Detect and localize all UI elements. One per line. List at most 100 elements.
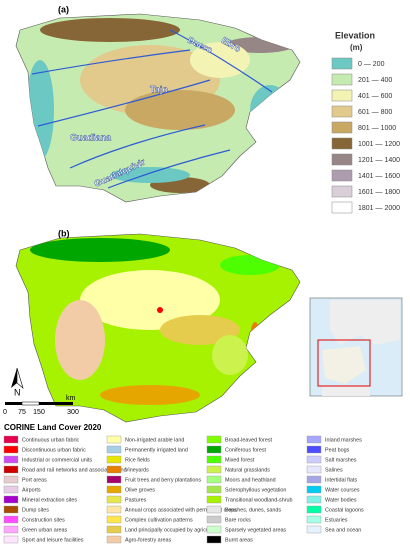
legend-label: Non-irrigated arable land (125, 437, 184, 443)
legend-swatch (106, 445, 122, 454)
legend-label: Dump sites (22, 507, 49, 513)
legend-label: Transitional woodland-shrub (225, 497, 293, 503)
legend-label: 1001 — 1200 (358, 141, 400, 148)
legend-swatch (106, 535, 122, 544)
legend-swatch (206, 435, 222, 444)
legend-label: Permanently irrigated land (125, 447, 188, 453)
legend-label: Agro-forestry areas (125, 537, 171, 543)
legend-label: Olive groves (125, 487, 155, 493)
legend-label: Road and rail networks and associated la… (22, 467, 127, 473)
legend-swatch (331, 89, 353, 102)
legend-label: Construction sites (22, 517, 65, 523)
legend-label: Intertidal flats (325, 477, 357, 483)
legend-title: Elevation (335, 30, 375, 40)
legend-swatch (3, 515, 19, 524)
legend-swatch (106, 455, 122, 464)
legend-swatch (331, 121, 353, 134)
legend-label: 0 — 200 (358, 61, 385, 68)
legend-swatch (331, 169, 353, 182)
legend-label: Natural grasslands (225, 467, 270, 473)
legend-swatch (306, 435, 322, 444)
legend-label: Water bodies (325, 497, 357, 503)
legend-label: Water courses (325, 487, 360, 493)
legend-label: 401 — 600 (358, 93, 392, 100)
legend-swatch (306, 485, 322, 494)
legend-label: Bare rocks (225, 517, 251, 523)
legend-swatch (306, 505, 322, 514)
legend-label: Estuaries (325, 517, 348, 523)
legend-swatch (3, 535, 19, 544)
scale-bar: 0 75 150 300 km (3, 395, 79, 416)
legend-label: Annual crops associated with permanent c… (125, 507, 237, 513)
legend-label: 1201 — 1400 (358, 157, 400, 164)
legend-swatch (306, 495, 322, 504)
legend-swatch (3, 475, 19, 484)
legend-label: Sport and leisure facilities (22, 537, 84, 543)
legend-label: Green urban areas (22, 527, 68, 533)
scale-label: 150 (33, 409, 45, 416)
legend-label: 1801 — 2000 (358, 205, 400, 212)
legend-title: CORINE Land Cover 2020 (4, 423, 102, 432)
legend-label: 601 — 800 (358, 109, 392, 116)
legend-swatch (306, 465, 322, 474)
legend-swatch (206, 455, 222, 464)
north-label: N (14, 387, 21, 397)
legend-label: Coniferous forest (225, 447, 267, 453)
panel-label: (b) (58, 228, 70, 238)
legend-label: Airports (22, 487, 41, 493)
legend-label: Pastures (125, 497, 147, 503)
north-arrow: N (11, 367, 24, 397)
river-label: Guadiana (70, 132, 112, 142)
legend-swatch (106, 515, 122, 524)
legend-swatch (106, 505, 122, 514)
legend-label: Sparsely vegetated areas (225, 527, 286, 533)
legend-label: Complex cultivation patterns (125, 517, 193, 523)
legend-swatch (206, 495, 222, 504)
legend-swatch (331, 201, 353, 214)
legend-label: Fruit trees and berry plantations (125, 477, 201, 483)
legend-swatch (206, 535, 222, 544)
scale-unit: km (66, 395, 76, 402)
legend-label: Discontinuous urban fabric (22, 447, 86, 453)
legend-label: 201 — 400 (358, 77, 392, 84)
scale-label: 0 (3, 409, 7, 416)
legend-swatch (3, 445, 19, 454)
legend-label: Salt marshes (325, 457, 357, 463)
panel-label: (a) (58, 4, 69, 14)
legend-label: 1401 — 1600 (358, 173, 400, 180)
legend-label: 801 — 1000 (358, 125, 396, 132)
legend-swatch (331, 153, 353, 166)
legend-swatch (206, 515, 222, 524)
legend-swatch (3, 485, 19, 494)
legend-swatch (106, 435, 122, 444)
legend-swatch (306, 525, 322, 534)
corine-legend: CORINE Land Cover 2020 Continuous urban … (3, 423, 364, 544)
legend-swatch (206, 475, 222, 484)
legend-label: Sea and ocean (325, 527, 361, 533)
legend-swatch (3, 525, 19, 534)
legend-label: Inland marshes (325, 437, 362, 443)
legend-label: Rice fields (125, 457, 150, 463)
legend-swatch (331, 105, 353, 118)
legend-unit: (m) (350, 43, 363, 52)
legend-swatch (106, 525, 122, 534)
legend-swatch (306, 445, 322, 454)
legend-label: Beaches, dunes, sands (225, 507, 281, 513)
legend-swatch (106, 495, 122, 504)
legend-label: 1601 — 1800 (358, 189, 400, 196)
legend-swatch (3, 455, 19, 464)
elevation-map (15, 13, 301, 203)
legend-label: Continuous urban fabric (22, 437, 80, 443)
legend-label: Land principally occupied by agriculture (125, 527, 219, 533)
legend-swatch (331, 137, 353, 150)
legend-swatch (106, 465, 122, 474)
legend-label: Salines (325, 467, 343, 473)
legend-swatch (3, 435, 19, 444)
legend-swatch (306, 475, 322, 484)
legend-label: Mineral extraction sites (22, 497, 77, 503)
legend-label: Mixed forest (225, 457, 255, 463)
legend-label: Peat bogs (325, 447, 350, 453)
legend-swatch (331, 185, 353, 198)
legend-swatch (206, 525, 222, 534)
legend-swatch (3, 495, 19, 504)
